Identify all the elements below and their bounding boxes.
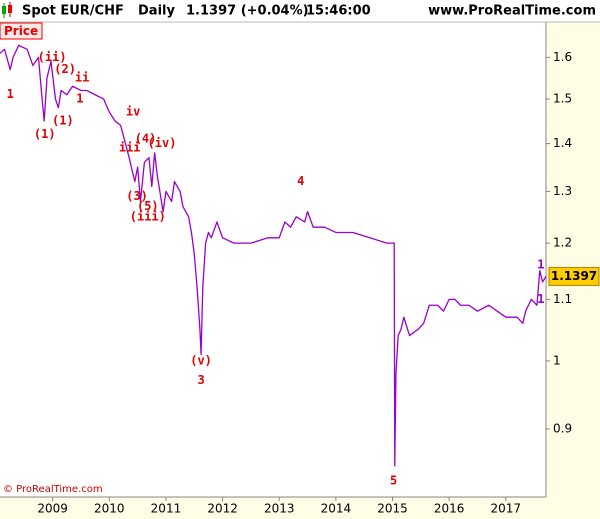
y-tick-label: 1.6 bbox=[553, 50, 572, 64]
wave-label: 1 bbox=[537, 292, 544, 306]
wave-label: 4 bbox=[297, 174, 304, 188]
source: www.ProRealTime.com bbox=[428, 4, 596, 19]
wave-label: (iv) bbox=[148, 136, 177, 150]
wave-label: (iii) bbox=[130, 209, 166, 223]
last-value-box bbox=[548, 266, 600, 286]
candle-icon bbox=[2, 2, 12, 18]
wave-label: 1 bbox=[537, 258, 544, 272]
x-tick-label: 2013 bbox=[264, 502, 295, 516]
y-tick-label: 0.9 bbox=[553, 421, 572, 435]
x-tick-label: 2012 bbox=[207, 502, 238, 516]
wave-label: (1) bbox=[52, 113, 74, 127]
x-tick-label: 2015 bbox=[377, 502, 408, 516]
wave-label: (v) bbox=[190, 353, 212, 367]
wave-label: (ii) bbox=[38, 50, 67, 64]
x-tick-label: 2011 bbox=[151, 502, 182, 516]
wave-label: (4) bbox=[135, 131, 157, 145]
period: Daily bbox=[138, 4, 175, 19]
y-tick-label: 1.3 bbox=[553, 184, 572, 198]
header-bar bbox=[0, 0, 600, 22]
wave-label: (3) bbox=[126, 189, 148, 203]
y-tick-label: 1.5 bbox=[553, 92, 572, 106]
x-tick-label: 2017 bbox=[491, 502, 522, 516]
wave-label: iv bbox=[126, 105, 140, 119]
quote: 1.1397 (+0.04%) bbox=[186, 4, 309, 19]
time: 15:46:00 bbox=[306, 4, 371, 19]
y-tick-label: 1.2 bbox=[553, 236, 572, 250]
legend-label: Price bbox=[4, 24, 38, 38]
wave-label: (1) bbox=[34, 127, 56, 141]
x-axis-panel bbox=[0, 497, 546, 519]
y-tick-label: 1.1 bbox=[553, 292, 572, 306]
y-tick-label: 1 bbox=[553, 353, 561, 367]
title: Spot EUR/CHF bbox=[22, 4, 124, 19]
y-tick-label: 1.4 bbox=[553, 136, 572, 150]
x-tick-label: 2016 bbox=[434, 502, 465, 516]
last-value-label: 1.1397 bbox=[551, 269, 597, 283]
wave-label: 3 bbox=[197, 373, 204, 387]
x-tick-label: 2010 bbox=[94, 502, 125, 516]
wave-label: ii bbox=[75, 70, 89, 84]
x-tick-label: 2009 bbox=[37, 502, 68, 516]
wave-label: iii bbox=[119, 141, 141, 155]
wave-label: 5 bbox=[390, 474, 397, 488]
wave-label: (5) bbox=[137, 199, 159, 213]
wave-label: 1 bbox=[76, 92, 83, 106]
legend-box bbox=[0, 22, 43, 40]
wave-label: 1 bbox=[7, 87, 14, 101]
wave-label: (2) bbox=[54, 62, 76, 76]
copyright: © ProRealTime.com bbox=[3, 484, 103, 495]
price-line bbox=[0, 44, 547, 467]
x-tick-label: 2014 bbox=[321, 502, 352, 516]
